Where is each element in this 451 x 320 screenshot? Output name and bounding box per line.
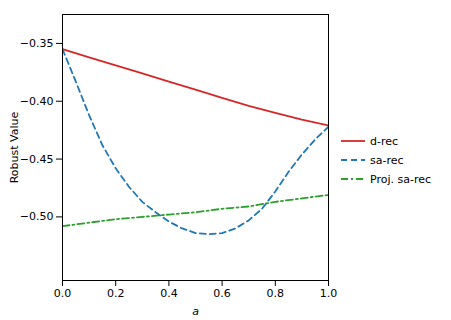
html-text:Proj. sa-rec: Proj. sa-rec <box>370 172 431 186</box>
svg-text:0.6: 0.6 <box>213 287 231 300</box>
svg-text:0.2: 0.2 <box>107 287 125 300</box>
svg-text:−0.35: −0.35 <box>20 37 54 50</box>
svg-text:−0.40: −0.40 <box>20 95 54 108</box>
svg-text:0.0: 0.0 <box>54 287 72 300</box>
svg-text:0.8: 0.8 <box>267 287 285 300</box>
svg-text:a: a <box>192 305 199 318</box>
html-text:d-rec: d-rec <box>370 134 399 148</box>
svg-text:−0.50: −0.50 <box>20 210 54 223</box>
svg-text:1.0: 1.0 <box>320 287 338 300</box>
svg-text:0.4: 0.4 <box>160 287 178 300</box>
svg-text:−0.45: −0.45 <box>20 153 54 166</box>
html-text:sa-rec: sa-rec <box>370 153 404 167</box>
svg-text:Robust Value: Robust Value <box>8 111 21 183</box>
